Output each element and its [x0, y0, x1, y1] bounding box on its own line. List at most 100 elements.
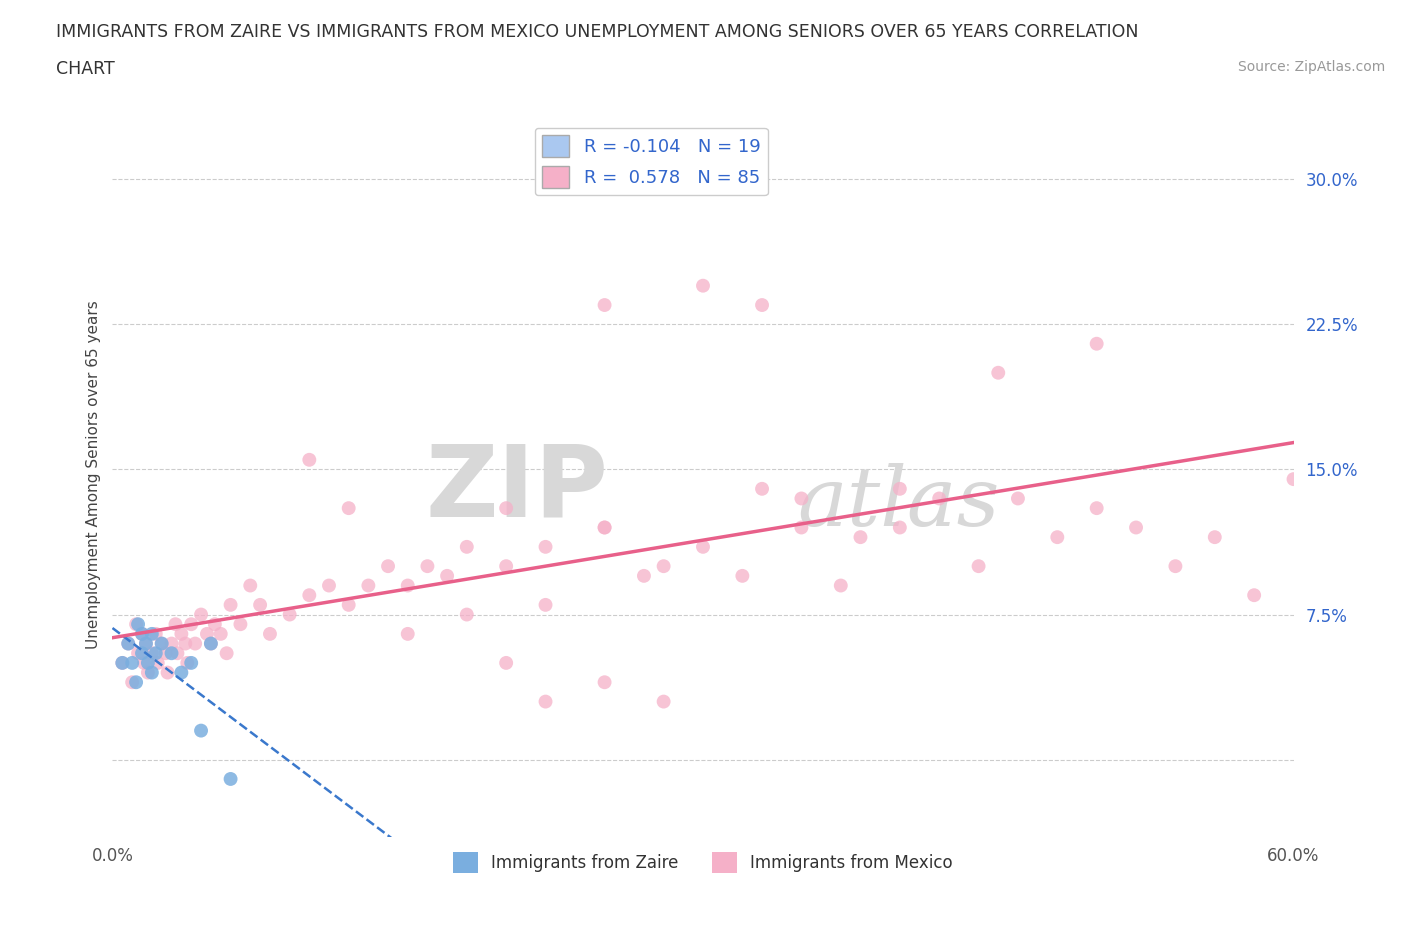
Point [195, 627, 218, 642]
Point [215, 645, 238, 660]
Point [298, 588, 321, 603]
Point [117, 636, 139, 651]
Point [141, 665, 163, 680]
Point [136, 665, 159, 680]
Point [145, 645, 167, 660]
Point [534, 597, 557, 612]
Point [790, 520, 813, 535]
Point [337, 597, 360, 612]
Point [145, 627, 167, 642]
Point [416, 559, 439, 574]
Point [357, 578, 380, 593]
Point [396, 578, 419, 593]
Text: Source: ZipAtlas.com: Source: ZipAtlas.com [1237, 60, 1385, 74]
Point [166, 645, 188, 660]
Point [534, 539, 557, 554]
Point [259, 627, 281, 642]
Point [889, 482, 911, 497]
Point [751, 298, 773, 312]
Point [111, 656, 134, 671]
Point [136, 656, 159, 671]
Point [593, 298, 616, 312]
Point [1085, 500, 1108, 515]
Legend: Immigrants from Zaire, Immigrants from Mexico: Immigrants from Zaire, Immigrants from M… [446, 845, 960, 880]
Point [593, 520, 616, 535]
Point [125, 617, 148, 631]
Point [790, 491, 813, 506]
Point [132, 656, 155, 671]
Point [633, 568, 655, 583]
Point [495, 559, 517, 574]
Point [731, 568, 754, 583]
Point [174, 636, 197, 651]
Point [125, 675, 148, 690]
Point [692, 172, 714, 187]
Point [121, 656, 143, 671]
Point [751, 482, 773, 497]
Point [593, 675, 616, 690]
Text: ZIP: ZIP [426, 440, 609, 538]
Point [436, 568, 458, 583]
Point [1243, 588, 1265, 603]
Point [889, 520, 911, 535]
Point [495, 500, 517, 515]
Point [1282, 472, 1305, 486]
Point [180, 617, 202, 631]
Point [1085, 337, 1108, 352]
Point [160, 636, 183, 651]
Point [150, 636, 173, 651]
Point [117, 636, 139, 651]
Point [278, 607, 301, 622]
Point [239, 578, 262, 593]
Point [127, 617, 149, 631]
Point [131, 627, 153, 642]
Point [190, 724, 212, 738]
Point [155, 645, 177, 660]
Point [160, 645, 183, 660]
Point [131, 645, 153, 660]
Point [318, 578, 340, 593]
Point [692, 539, 714, 554]
Point [127, 645, 149, 660]
Point [1007, 491, 1029, 506]
Point [692, 278, 714, 293]
Point [131, 627, 153, 642]
Point [928, 491, 950, 506]
Point [298, 452, 321, 467]
Point [200, 636, 222, 651]
Point [165, 617, 187, 631]
Point [146, 656, 169, 671]
Point [219, 772, 242, 787]
Point [987, 365, 1010, 380]
Point [180, 656, 202, 671]
Point [396, 627, 419, 642]
Point [593, 520, 616, 535]
Point [141, 645, 163, 660]
Point [249, 597, 271, 612]
Point [219, 597, 242, 612]
Point [170, 665, 193, 680]
Point [830, 578, 852, 593]
Point [141, 627, 163, 642]
Point [229, 617, 252, 631]
Point [967, 559, 990, 574]
Text: IMMIGRANTS FROM ZAIRE VS IMMIGRANTS FROM MEXICO UNEMPLOYMENT AMONG SENIORS OVER : IMMIGRANTS FROM ZAIRE VS IMMIGRANTS FROM… [56, 23, 1139, 41]
Point [652, 694, 675, 709]
Point [209, 627, 232, 642]
Point [135, 636, 157, 651]
Point [495, 656, 517, 671]
Point [337, 500, 360, 515]
Point [170, 627, 193, 642]
Point [150, 636, 173, 651]
Point [1204, 530, 1226, 545]
Point [534, 694, 557, 709]
Point [184, 636, 207, 651]
Point [135, 636, 157, 651]
Point [1046, 530, 1069, 545]
Point [377, 559, 399, 574]
Point [456, 539, 478, 554]
Point [111, 656, 134, 671]
Point [176, 656, 198, 671]
Point [652, 559, 675, 574]
Y-axis label: Unemployment Among Seniors over 65 years: Unemployment Among Seniors over 65 years [86, 300, 101, 649]
